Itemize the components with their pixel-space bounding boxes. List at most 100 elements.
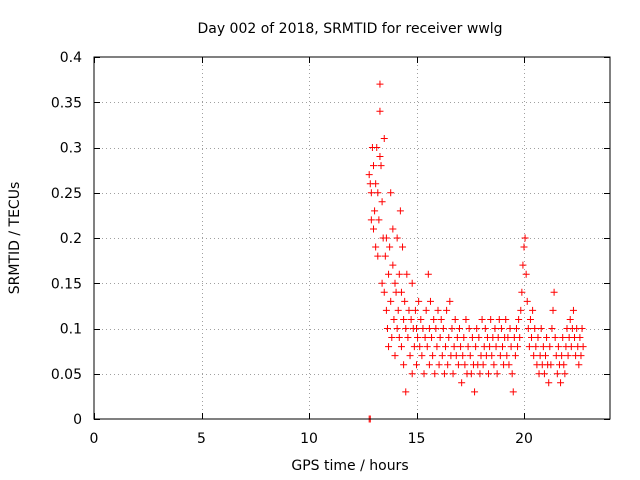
data-point — [478, 315, 486, 323]
data-point — [396, 207, 404, 215]
data-point — [419, 325, 427, 332]
data-point — [399, 243, 407, 251]
data-point — [373, 144, 381, 151]
data-point — [372, 243, 380, 251]
data-point — [407, 315, 415, 323]
data-point — [481, 325, 489, 332]
chart-title: Day 002 of 2018, SRMTID for receiver wwl… — [197, 21, 502, 37]
data-point — [431, 370, 439, 378]
axis-ticks — [94, 57, 610, 420]
data-point — [532, 343, 540, 351]
data-point — [423, 343, 431, 351]
data-point — [519, 261, 527, 269]
data-point — [382, 306, 390, 314]
data-point — [540, 370, 548, 378]
data-point — [389, 261, 397, 269]
data-point — [458, 379, 466, 387]
data-point — [376, 80, 384, 88]
data-point — [464, 343, 472, 351]
data-point — [389, 225, 397, 233]
data-point — [488, 352, 496, 360]
data-point — [476, 370, 484, 378]
data-point — [429, 352, 437, 360]
data-point — [534, 334, 542, 342]
data-points — [365, 80, 587, 423]
y-tick-label: 0.4 — [60, 50, 82, 66]
data-point — [454, 361, 462, 369]
data-point — [522, 270, 530, 278]
data-point — [521, 234, 529, 242]
data-point — [425, 325, 433, 332]
data-point — [411, 306, 419, 314]
data-point — [514, 343, 522, 351]
data-point — [388, 334, 396, 342]
data-point — [516, 334, 524, 342]
data-point — [371, 207, 379, 215]
data-point — [417, 315, 425, 323]
y-tick-label: 0.15 — [51, 276, 82, 292]
data-point — [462, 315, 470, 323]
data-point — [528, 334, 536, 342]
data-point — [505, 361, 513, 369]
y-tick-label: 0.35 — [51, 95, 82, 111]
data-point — [502, 315, 510, 323]
data-point — [537, 325, 545, 332]
data-point — [448, 325, 456, 332]
data-point — [413, 361, 420, 369]
y-tick-label: 0.1 — [60, 322, 82, 338]
data-point — [466, 352, 474, 360]
data-point — [495, 315, 503, 323]
y-tick-label: 0 — [73, 412, 82, 428]
data-point — [487, 315, 495, 323]
data-point — [524, 325, 532, 332]
data-point — [512, 325, 520, 332]
data-point — [561, 370, 569, 378]
data-point — [472, 343, 480, 351]
data-point — [560, 361, 568, 369]
data-point — [557, 379, 565, 387]
x-tick-label: 15 — [408, 431, 426, 447]
x-tick-label: 5 — [197, 431, 206, 447]
data-point — [402, 325, 410, 332]
x-tick-label: 0 — [90, 431, 99, 447]
data-point — [566, 315, 574, 323]
data-point — [436, 334, 444, 342]
data-point — [430, 315, 438, 323]
data-point — [415, 297, 423, 305]
data-point — [372, 180, 380, 188]
y-axis-label: SRMTID / TECUs — [7, 182, 23, 295]
data-point — [525, 343, 533, 351]
data-point — [551, 334, 559, 342]
data-point — [468, 334, 476, 342]
data-point — [485, 370, 493, 378]
data-point — [504, 334, 512, 342]
data-point — [376, 153, 384, 161]
data-point — [378, 279, 386, 287]
data-point — [393, 234, 401, 242]
data-point — [365, 171, 373, 179]
data-point — [465, 325, 473, 332]
data-point — [569, 306, 577, 314]
data-point — [497, 325, 505, 332]
data-point — [449, 370, 457, 378]
data-point — [367, 189, 375, 197]
data-point — [439, 325, 447, 332]
data-point — [385, 343, 393, 351]
data-point — [564, 352, 572, 360]
data-point — [397, 343, 405, 351]
y-tick-label: 0.2 — [60, 231, 82, 247]
data-point — [418, 352, 426, 360]
data-point — [442, 343, 450, 351]
data-point — [499, 343, 506, 351]
data-point — [377, 162, 385, 170]
data-point — [380, 134, 388, 142]
y-tick-label: 0.05 — [51, 367, 82, 383]
data-point — [450, 343, 458, 351]
grid-lines — [94, 57, 610, 419]
data-point — [445, 334, 453, 342]
data-point — [390, 315, 398, 323]
data-point — [509, 388, 517, 396]
data-point — [374, 189, 382, 197]
data-point — [473, 325, 481, 332]
